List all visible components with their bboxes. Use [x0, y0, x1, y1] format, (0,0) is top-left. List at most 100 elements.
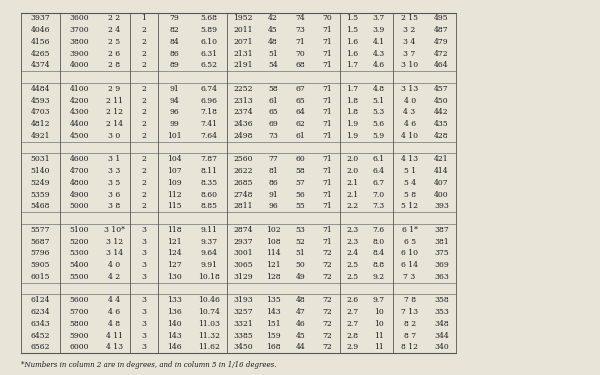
Text: 2560: 2560 [233, 155, 253, 164]
Text: *Numbers in column 2 are in degrees, and in column 5 in 1/16 degrees.: *Numbers in column 2 are in degrees, and… [21, 362, 277, 369]
Text: 1952: 1952 [233, 14, 253, 22]
Text: 3 6: 3 6 [108, 190, 121, 199]
Text: 2685: 2685 [233, 179, 253, 187]
Text: 114: 114 [266, 249, 280, 257]
Text: 7.64: 7.64 [201, 132, 218, 140]
Text: 4593: 4593 [31, 97, 50, 105]
Text: 2748: 2748 [233, 190, 253, 199]
Text: 143: 143 [266, 308, 281, 316]
Text: 1.9: 1.9 [346, 132, 358, 140]
Text: 3.7: 3.7 [373, 14, 385, 22]
Text: 4812: 4812 [31, 120, 50, 128]
Text: 7.87: 7.87 [201, 155, 218, 164]
Text: 58: 58 [296, 167, 305, 175]
Text: 3: 3 [142, 249, 146, 257]
Text: 340: 340 [434, 343, 449, 351]
Text: 6.10: 6.10 [201, 38, 218, 46]
Text: 400: 400 [434, 190, 449, 199]
Text: 4921: 4921 [31, 132, 50, 140]
Text: 8 2: 8 2 [404, 320, 416, 328]
Text: 3: 3 [142, 238, 146, 246]
Text: 9.64: 9.64 [201, 249, 218, 257]
Text: 2622: 2622 [233, 167, 253, 175]
Text: 4 0: 4 0 [108, 261, 121, 269]
Text: 70: 70 [296, 50, 305, 58]
Text: 8.35: 8.35 [200, 179, 218, 187]
Text: 8 7: 8 7 [404, 332, 416, 339]
Text: 60: 60 [296, 155, 305, 164]
Text: 4700: 4700 [70, 167, 89, 175]
Text: 3 7: 3 7 [403, 50, 416, 58]
Text: 3 2: 3 2 [403, 26, 416, 34]
Text: 84: 84 [170, 38, 179, 46]
Text: 5600: 5600 [70, 296, 89, 304]
Text: 10.74: 10.74 [198, 308, 220, 316]
Text: 5249: 5249 [31, 179, 50, 187]
Text: 9.2: 9.2 [373, 273, 385, 281]
Text: 2.3: 2.3 [346, 226, 358, 234]
Text: 4156: 4156 [31, 38, 50, 46]
Text: 3: 3 [142, 226, 146, 234]
Text: 2 6: 2 6 [108, 50, 121, 58]
Text: 55: 55 [296, 202, 305, 210]
Text: 71: 71 [322, 190, 332, 199]
Text: 5359: 5359 [31, 190, 50, 199]
Text: 375: 375 [434, 249, 449, 257]
Text: 86: 86 [268, 179, 278, 187]
Text: 121: 121 [266, 261, 280, 269]
Text: 3321: 3321 [233, 320, 253, 328]
Text: 71: 71 [322, 202, 332, 210]
Text: 61: 61 [296, 132, 305, 140]
Text: 2071: 2071 [233, 38, 253, 46]
Text: 4 13: 4 13 [401, 155, 418, 164]
Text: 73: 73 [268, 132, 278, 140]
Text: 5200: 5200 [70, 238, 89, 246]
Text: 3: 3 [142, 343, 146, 351]
Text: 4374: 4374 [31, 62, 50, 69]
Text: 5 8: 5 8 [404, 190, 416, 199]
Text: 10.46: 10.46 [198, 296, 220, 304]
Text: 4.6: 4.6 [373, 62, 385, 69]
Text: 72: 72 [322, 320, 332, 328]
Text: 69: 69 [268, 120, 278, 128]
Text: 5.68: 5.68 [201, 14, 218, 22]
Text: 146: 146 [167, 343, 182, 351]
Text: 2 11: 2 11 [106, 97, 123, 105]
Text: 2.3: 2.3 [346, 238, 358, 246]
Text: 3: 3 [142, 296, 146, 304]
Text: 96: 96 [170, 108, 179, 116]
Text: 86: 86 [170, 50, 179, 58]
Text: 108: 108 [266, 238, 280, 246]
Text: 11.32: 11.32 [198, 332, 220, 339]
Text: 45: 45 [296, 332, 305, 339]
Text: 4100: 4100 [70, 85, 89, 93]
Text: 136: 136 [167, 308, 182, 316]
Text: 2.5: 2.5 [346, 273, 358, 281]
Text: 369: 369 [434, 261, 449, 269]
Text: 4300: 4300 [70, 108, 89, 116]
Text: 8.85: 8.85 [201, 202, 218, 210]
Text: 2: 2 [142, 167, 146, 175]
Text: 6015: 6015 [31, 273, 50, 281]
Text: 67: 67 [296, 85, 305, 93]
Text: 71: 71 [322, 50, 332, 58]
Text: 2.9: 2.9 [346, 343, 358, 351]
Text: 3 14: 3 14 [106, 249, 123, 257]
Text: 2.7: 2.7 [346, 320, 358, 328]
Text: 2.4: 2.4 [346, 249, 358, 257]
Text: 65: 65 [268, 108, 278, 116]
Text: 4 11: 4 11 [106, 332, 123, 339]
Text: 1.7: 1.7 [346, 85, 358, 93]
Text: 71: 71 [322, 155, 332, 164]
Text: 50: 50 [296, 261, 305, 269]
Text: 6 5: 6 5 [404, 238, 416, 246]
Text: 6.4: 6.4 [373, 167, 385, 175]
Text: 5905: 5905 [31, 261, 50, 269]
Text: 487: 487 [434, 26, 449, 34]
Text: 2: 2 [142, 190, 146, 199]
Text: 353: 353 [434, 308, 449, 316]
Text: 2 15: 2 15 [401, 14, 418, 22]
Text: 7.0: 7.0 [373, 190, 385, 199]
Text: 72: 72 [322, 249, 332, 257]
Text: 3 5: 3 5 [108, 179, 121, 187]
